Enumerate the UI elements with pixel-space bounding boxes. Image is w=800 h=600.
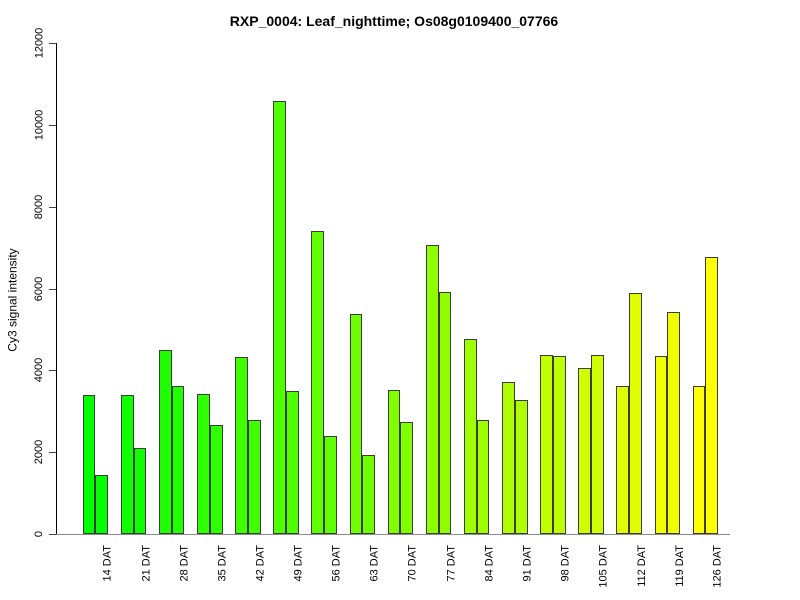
bar <box>95 474 109 534</box>
bar <box>120 394 134 534</box>
bar <box>463 339 477 534</box>
bar <box>158 350 172 534</box>
x-tick-label: 35 DAT <box>216 545 229 582</box>
bar <box>349 314 363 534</box>
bar <box>540 355 553 534</box>
bar <box>629 292 642 534</box>
bar <box>654 356 668 534</box>
x-tick-label: 63 DAT <box>368 545 381 582</box>
x-tick-label: 91 DAT <box>521 545 534 582</box>
x-tick-label: 126 DAT <box>711 545 724 588</box>
y-tick <box>49 452 56 454</box>
x-tick-label: 119 DAT <box>673 545 686 587</box>
bar <box>311 230 325 534</box>
bar <box>286 390 299 534</box>
y-tick-label: 12000 <box>7 11 71 75</box>
bar <box>133 448 147 534</box>
bar <box>591 354 604 534</box>
x-tick-label: 70 DAT <box>406 545 419 582</box>
bar <box>476 419 490 534</box>
bar <box>667 312 681 534</box>
x-axis-line <box>56 534 730 535</box>
bar <box>362 455 376 534</box>
x-tick-label: 77 DAT <box>445 545 458 582</box>
bar <box>273 100 287 534</box>
x-tick-label: 21 DAT <box>140 545 153 582</box>
y-tick-label: 10000 <box>7 93 71 157</box>
bar <box>438 292 452 534</box>
bar <box>247 420 261 534</box>
y-tick-label-text: 8000 <box>32 194 45 220</box>
bar <box>692 385 706 534</box>
chart-title: RXP_0004: Leaf_nighttime; Os08g0109400_0… <box>229 13 559 29</box>
y-tick <box>49 43 56 45</box>
bar <box>400 421 414 534</box>
y-tick-label-text: 6000 <box>32 276 45 301</box>
bar <box>578 368 592 534</box>
bar <box>502 381 515 534</box>
y-tick-label: 6000 <box>7 257 71 321</box>
y-tick-label-text: 12000 <box>33 28 45 59</box>
x-tick-label: 49 DAT <box>292 545 305 582</box>
y-tick <box>49 125 56 127</box>
y-tick-label-text: 4000 <box>32 358 45 383</box>
y-tick <box>49 288 56 290</box>
bar <box>82 394 96 534</box>
y-tick-label: 2000 <box>7 420 71 484</box>
x-tick-label: 42 DAT <box>254 545 267 582</box>
bar <box>425 245 439 534</box>
y-tick-label-text: 2000 <box>32 439 45 465</box>
bar <box>171 386 185 534</box>
bar <box>324 435 337 534</box>
x-tick-label: 84 DAT <box>483 545 496 582</box>
y-tick-label: 4000 <box>7 338 71 402</box>
x-tick-label: 98 DAT <box>559 545 572 582</box>
y-tick-label: 8000 <box>7 175 71 239</box>
bar <box>705 257 719 534</box>
x-tick-label: 105 DAT <box>597 545 610 588</box>
bar <box>387 390 401 534</box>
x-tick-label: 112 DAT <box>635 545 648 587</box>
y-tick-label-text: 10000 <box>33 109 45 141</box>
x-tick-label: 56 DAT <box>330 545 343 582</box>
bar <box>552 356 566 534</box>
y-tick-label: 0 <box>7 502 71 566</box>
bar <box>514 399 528 534</box>
y-tick <box>49 370 56 372</box>
bar <box>235 356 248 534</box>
x-tick-label: 28 DAT <box>178 545 191 582</box>
bar <box>209 425 223 534</box>
y-axis-line <box>56 43 57 535</box>
y-tick-label-text: 0 <box>33 530 45 538</box>
y-tick <box>49 206 56 208</box>
x-tick-label: 14 DAT <box>101 545 114 582</box>
bar <box>616 385 630 534</box>
bar <box>197 394 210 534</box>
y-tick <box>49 534 56 535</box>
